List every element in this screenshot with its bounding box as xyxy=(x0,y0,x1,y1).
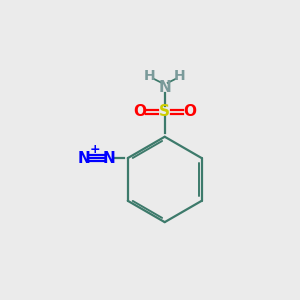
Text: S: S xyxy=(159,104,170,119)
Text: H: H xyxy=(144,69,156,83)
Text: O: O xyxy=(183,104,196,119)
Text: N: N xyxy=(78,151,91,166)
Text: H: H xyxy=(174,69,185,83)
Text: +: + xyxy=(89,143,100,156)
Text: N: N xyxy=(158,80,171,95)
Text: O: O xyxy=(133,104,146,119)
Text: N: N xyxy=(103,151,116,166)
